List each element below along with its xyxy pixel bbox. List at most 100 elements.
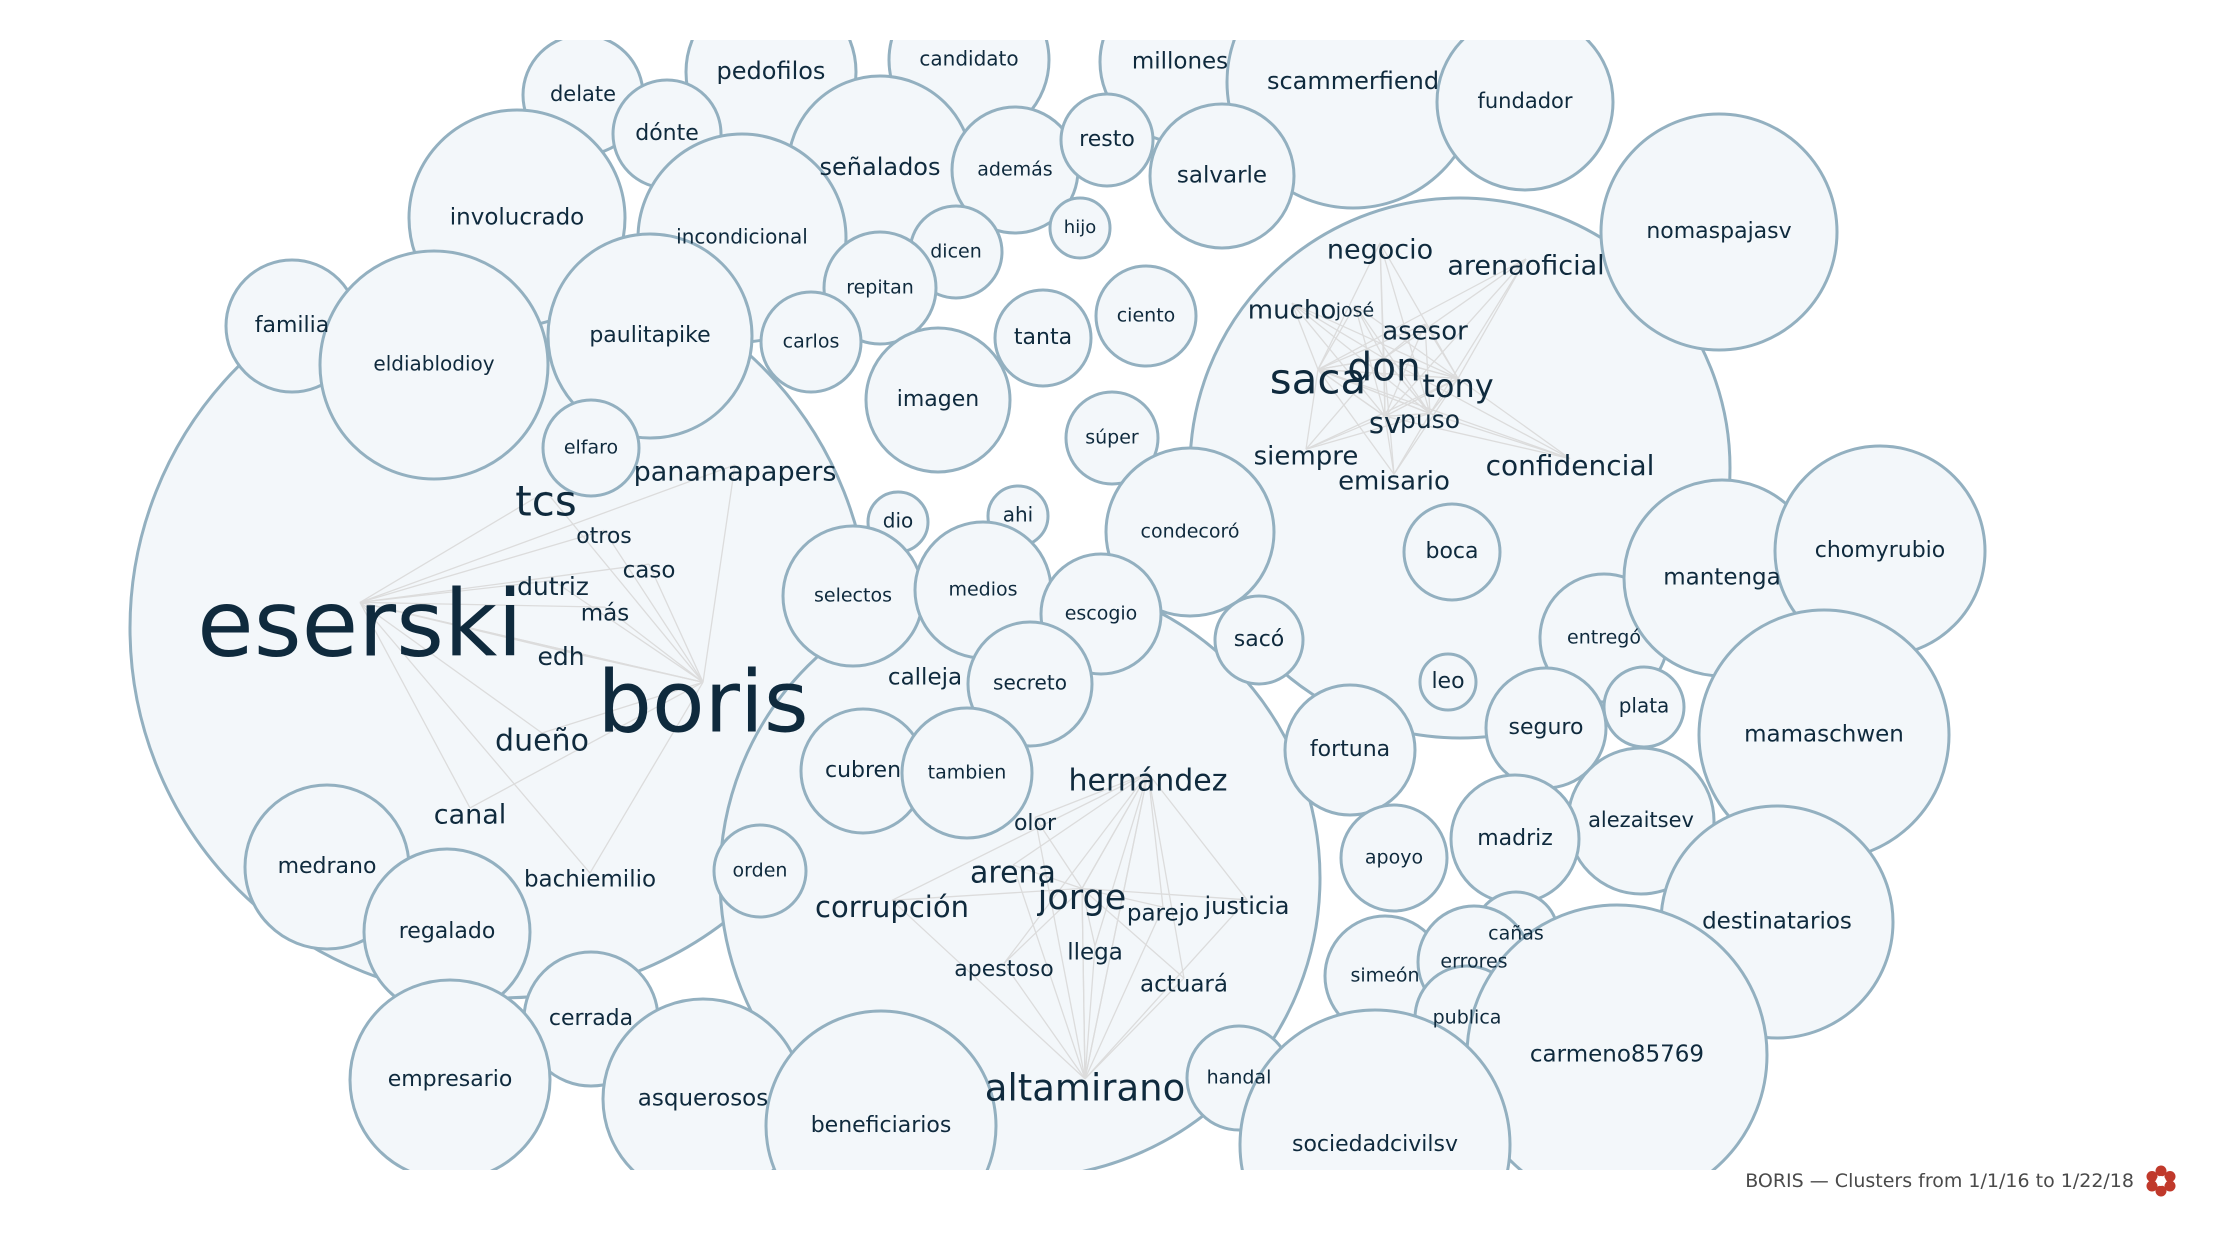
word-sv[interactable]: sv bbox=[1369, 406, 1401, 440]
word-caso[interactable]: caso bbox=[623, 558, 676, 584]
word-eserski[interactable]: eserski bbox=[197, 570, 523, 677]
word-ciento[interactable]: ciento bbox=[1117, 305, 1176, 327]
word-además[interactable]: además bbox=[977, 159, 1052, 181]
word-fundador[interactable]: fundador bbox=[1477, 89, 1572, 113]
bubble-súper[interactable] bbox=[1064, 390, 1160, 486]
word-madriz[interactable]: madriz bbox=[1477, 826, 1553, 851]
word-boris[interactable]: boris bbox=[597, 652, 808, 752]
word-dueño[interactable]: dueño bbox=[495, 724, 589, 759]
word-nomaspajasv[interactable]: nomaspajasv bbox=[1646, 219, 1791, 244]
word-sociedadcivilsv[interactable]: sociedadcivilsv bbox=[1292, 1132, 1458, 1157]
word-medios[interactable]: medios bbox=[948, 579, 1017, 601]
word-parejo[interactable]: parejo bbox=[1127, 901, 1199, 927]
word-panamapapers[interactable]: panamapapers bbox=[634, 457, 837, 488]
word-olor[interactable]: olor bbox=[1014, 811, 1057, 836]
bubble-sacó[interactable] bbox=[1213, 594, 1305, 686]
word-simeón[interactable]: simeón bbox=[1350, 965, 1419, 987]
word-canal[interactable]: canal bbox=[434, 800, 507, 831]
bubble-salvarle[interactable] bbox=[1148, 102, 1296, 250]
word-mamaschwen[interactable]: mamaschwen bbox=[1744, 722, 1904, 748]
word-puso[interactable]: puso bbox=[1400, 405, 1460, 434]
word-leo[interactable]: leo bbox=[1431, 669, 1464, 694]
word-dónte[interactable]: dónte bbox=[635, 121, 699, 146]
word-repitan[interactable]: repitan bbox=[846, 277, 914, 299]
word-calleja[interactable]: calleja bbox=[888, 665, 962, 691]
word-eldiablodioy[interactable]: eldiablodioy bbox=[373, 352, 494, 376]
bubble-eldiablodioy[interactable] bbox=[318, 249, 550, 481]
word-mantenga[interactable]: mantenga bbox=[1663, 565, 1781, 591]
word-asquerosos[interactable]: asquerosos bbox=[638, 1086, 768, 1112]
word-tambien[interactable]: tambien bbox=[928, 762, 1007, 784]
word-carlos[interactable]: carlos bbox=[783, 331, 840, 353]
word-mucho[interactable]: mucho bbox=[1248, 296, 1337, 326]
word-siempre[interactable]: siempre bbox=[1254, 442, 1359, 472]
word-errores[interactable]: errores bbox=[1440, 951, 1507, 973]
word-salvarle[interactable]: salvarle bbox=[1177, 163, 1267, 189]
bubble-orden[interactable] bbox=[712, 823, 808, 919]
word-medrano[interactable]: medrano bbox=[278, 854, 377, 879]
word-escogio[interactable]: escogio bbox=[1065, 603, 1138, 625]
word-asesor[interactable]: asesor bbox=[1382, 317, 1468, 347]
bubble-imagen[interactable] bbox=[864, 326, 1012, 474]
word-corrupción[interactable]: corrupción bbox=[815, 890, 969, 924]
word-apestoso[interactable]: apestoso bbox=[954, 957, 1053, 982]
word-llega[interactable]: llega bbox=[1067, 940, 1123, 966]
bubble-leo[interactable] bbox=[1418, 652, 1478, 712]
word-edh[interactable]: edh bbox=[537, 642, 584, 671]
word-jorge[interactable]: jorge bbox=[1037, 878, 1127, 918]
word-plata[interactable]: plata bbox=[1619, 694, 1670, 718]
word-súper[interactable]: súper bbox=[1085, 427, 1139, 449]
word-beneficiarios[interactable]: beneficiarios bbox=[811, 1113, 952, 1138]
bubble-sociedadcivilsv[interactable] bbox=[1238, 1008, 1512, 1244]
word-condecoró[interactable]: condecoró bbox=[1141, 521, 1240, 543]
word-imagen[interactable]: imagen bbox=[897, 387, 979, 412]
word-destinatarios[interactable]: destinatarios bbox=[1702, 909, 1852, 935]
word-josé[interactable]: josé bbox=[1335, 300, 1375, 322]
word-publica[interactable]: publica bbox=[1433, 1007, 1502, 1029]
bubble-paulitapike[interactable] bbox=[546, 232, 754, 440]
bubble-tanta[interactable] bbox=[993, 288, 1093, 388]
word-seguro[interactable]: seguro bbox=[1509, 715, 1584, 740]
word-más[interactable]: más bbox=[581, 601, 629, 627]
bubble-ciento[interactable] bbox=[1094, 264, 1198, 368]
word-confidencial[interactable]: confidencial bbox=[1486, 449, 1655, 482]
word-regalado[interactable]: regalado bbox=[399, 919, 496, 944]
word-negocio[interactable]: negocio bbox=[1327, 235, 1433, 266]
word-arena[interactable]: arena bbox=[970, 856, 1056, 891]
word-cubren[interactable]: cubren bbox=[825, 758, 901, 783]
word-cañas[interactable]: cañas bbox=[1488, 923, 1544, 945]
word-entregó[interactable]: entregó bbox=[1567, 627, 1641, 649]
word-hernández[interactable]: hernández bbox=[1069, 764, 1228, 799]
bubble-condecoró[interactable] bbox=[1104, 446, 1276, 618]
word-señalados[interactable]: señalados bbox=[820, 153, 941, 181]
word-pedofilos[interactable]: pedofilos bbox=[717, 57, 826, 85]
word-dicen[interactable]: dicen bbox=[930, 241, 982, 263]
word-sacó[interactable]: sacó bbox=[1234, 627, 1285, 652]
word-saca[interactable]: saca bbox=[1270, 355, 1366, 404]
word-dutriz[interactable]: dutriz bbox=[517, 572, 589, 601]
word-paulitapike[interactable]: paulitapike bbox=[589, 323, 710, 348]
word-justicia[interactable]: justicia bbox=[1203, 892, 1289, 920]
word-selectos[interactable]: selectos bbox=[814, 585, 892, 607]
word-empresario[interactable]: empresario bbox=[388, 1067, 513, 1092]
word-delate[interactable]: delate bbox=[550, 82, 616, 106]
bubble-fundador[interactable] bbox=[1435, 14, 1615, 192]
word-familia[interactable]: familia bbox=[255, 313, 329, 338]
word-scammerfiend[interactable]: scammerfiend bbox=[1267, 67, 1439, 95]
word-elfaro[interactable]: elfaro bbox=[564, 437, 618, 459]
word-candidato[interactable]: candidato bbox=[919, 47, 1018, 71]
word-millones[interactable]: millones bbox=[1132, 49, 1228, 75]
word-emisario[interactable]: emisario bbox=[1338, 467, 1450, 497]
word-tony[interactable]: tony bbox=[1422, 367, 1493, 405]
word-involucrado[interactable]: involucrado bbox=[450, 205, 585, 231]
word-apoyo[interactable]: apoyo bbox=[1365, 847, 1423, 869]
word-boca[interactable]: boca bbox=[1425, 539, 1478, 564]
word-cerrada[interactable]: cerrada bbox=[549, 1006, 633, 1031]
bubble-nomaspajasv[interactable] bbox=[1599, 112, 1839, 352]
word-resto[interactable]: resto bbox=[1079, 127, 1135, 152]
word-hijo[interactable]: hijo bbox=[1064, 217, 1096, 238]
bubble-empresario[interactable] bbox=[348, 978, 552, 1180]
bubble-tambien[interactable] bbox=[900, 706, 1034, 840]
word-tcs[interactable]: tcs bbox=[515, 477, 576, 526]
word-bachiemilio[interactable]: bachiemilio bbox=[524, 867, 656, 893]
